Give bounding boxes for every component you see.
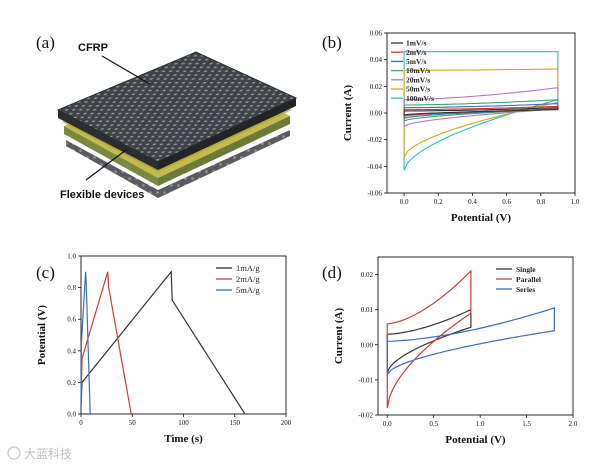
cfrp-mesh-bottom	[66, 130, 290, 198]
callout-cfrp: CFRP	[78, 42, 108, 54]
flexible-layer-edge-left	[64, 126, 158, 186]
y-axis-title: Current (A)	[333, 308, 345, 365]
legend-label: 1mV/s	[406, 39, 426, 48]
y-tick-label: -0.02	[367, 136, 382, 144]
y-tick-label: 0.04	[370, 56, 383, 64]
callout-line-cfrp	[101, 55, 151, 85]
y-tick-label: 0.00	[370, 110, 383, 118]
callout-flexible-devices: Flexible devices	[60, 189, 144, 201]
y-tick-label: 0.06	[370, 30, 383, 38]
chart-b: 0.0 0.2 0.4 0.6 0.8 1.0 -0.06 -0.04 -0.02 0.00 0.0…	[342, 30, 580, 225]
legend-label: 10mV/s	[406, 66, 430, 75]
x-tick-label: 1.5	[522, 420, 531, 428]
y-tick-label: -0.01	[358, 376, 373, 384]
y-tick-label: 0.01	[361, 306, 374, 314]
x-axis-title: Potential (V)	[445, 434, 506, 446]
chart-d: 0.0 0.5 1.0 1.5 2.0 -0.02 -0.01 0.00 0.01 0.02 Pot…	[333, 256, 578, 446]
legend-label: Single	[516, 265, 536, 274]
chart-c: 0 50 100 150 200 0.0 0.2 0.4 0.6 0.8 1.0 Time (s) Po…	[36, 253, 292, 446]
watermark-logo-icon	[7, 446, 21, 460]
y-axis-title: Current (A)	[342, 85, 354, 142]
panel-a-label: (a)	[36, 33, 55, 52]
plot-frame	[377, 256, 574, 416]
y-tick-label: 0.0	[67, 411, 76, 419]
x-tick-label: 0.0	[383, 420, 392, 428]
y-tick-label: -0.06	[367, 190, 382, 198]
panel-c-label: (c)	[36, 263, 55, 282]
x-tick-label: 200	[281, 419, 292, 427]
legend-label: 5mA/g	[236, 285, 260, 295]
watermark-text: 大蓝科技	[24, 447, 72, 461]
flexible-layer-edge-right	[158, 116, 290, 186]
x-tick-label: 2.0	[569, 420, 578, 428]
y-tick-label: -0.02	[358, 412, 373, 420]
gcd-curve-5mag	[80, 271, 91, 415]
cfrp-mesh-side-left	[58, 110, 158, 170]
cv-curve-series	[386, 307, 555, 377]
legend-label: 1mA/g	[236, 263, 260, 273]
legend-label: Parallel	[516, 275, 541, 284]
cv-curve-1mvs	[403, 107, 559, 116]
y-tick-label: 0.6	[67, 316, 76, 324]
legend-label: 2mV/s	[406, 48, 426, 57]
y-tick-label: 0.02	[370, 83, 383, 91]
legend-label: Series	[516, 285, 535, 294]
y-tick-label: -0.04	[367, 163, 382, 171]
cfrp-mesh-side-right	[158, 98, 296, 170]
cv-curve-single	[386, 308, 472, 374]
gcd-curve-1mag	[80, 270, 246, 415]
legend-label: 5mV/s	[406, 57, 426, 66]
x-tick-label: 1.0	[571, 198, 580, 206]
y-tick-label: 0.8	[67, 284, 76, 292]
legend-label: 100mV/s	[406, 94, 434, 103]
y-axis-title: Potential (V)	[36, 305, 48, 366]
watermark: 大蓝科技	[7, 446, 72, 461]
cfrp-device-illustration	[56, 51, 298, 198]
x-tick-label: 0.6	[502, 198, 511, 206]
x-tick-label: 50	[129, 419, 137, 427]
legend-label: 20mV/s	[406, 75, 430, 84]
x-tick-label: 0.0	[400, 198, 409, 206]
callout-line-flexible	[85, 149, 127, 181]
y-tick-label: 0.02	[361, 271, 374, 279]
y-tick-label: 1.0	[67, 253, 76, 261]
x-axis-title: Time (s)	[164, 433, 203, 445]
x-tick-label: 1.0	[476, 420, 485, 428]
legend-label: 50mV/s	[406, 85, 430, 94]
x-tick-label: 0.4	[468, 198, 477, 206]
x-tick-label: 0.2	[434, 198, 443, 206]
x-tick-label: 100	[178, 419, 189, 427]
y-tick-label: 0.4	[67, 347, 76, 355]
x-tick-label: 0	[79, 419, 83, 427]
legend-label: 2mA/g	[236, 274, 260, 284]
y-tick-label: 0.2	[67, 379, 76, 387]
x-tick-label: 150	[230, 419, 241, 427]
x-axis-title: Potential (V)	[451, 212, 512, 224]
panel-b-label: (b)	[322, 33, 342, 52]
x-tick-label: 0.8	[536, 198, 545, 206]
y-tick-label: 0.00	[361, 341, 374, 349]
cv-curve-parallel	[386, 269, 472, 409]
panel-d-label: (d)	[322, 263, 342, 282]
x-tick-label: 0.5	[429, 420, 438, 428]
panel-a: (a) CFRP Flexible devices	[36, 33, 298, 201]
